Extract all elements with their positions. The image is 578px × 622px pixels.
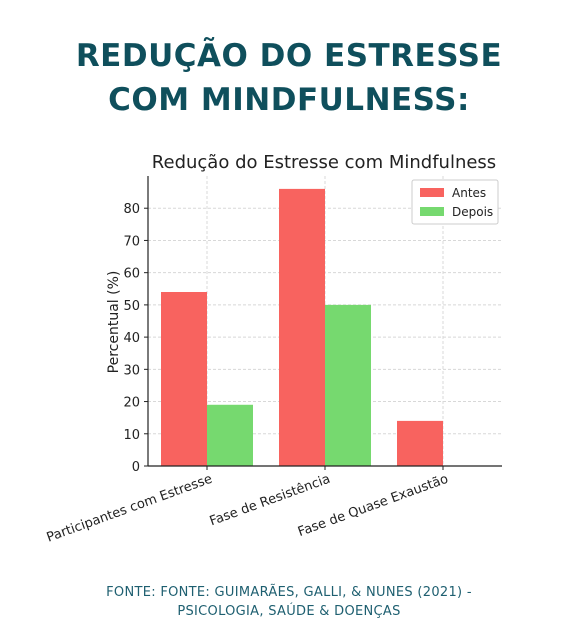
legend: Antes Depois xyxy=(411,179,499,225)
legend-label-depois: Depois xyxy=(452,205,493,219)
y-tick-label: 40 xyxy=(123,331,140,346)
y-tick-label: 60 xyxy=(123,267,140,282)
bar-antes-1 xyxy=(279,188,325,466)
bar-depois-1 xyxy=(325,304,371,466)
y-tick-label: 20 xyxy=(123,396,140,411)
source-caption-line-1: FONTE: FONTE: GUIMARÃES, GALLI, & NUNES … xyxy=(106,585,472,600)
bar-depois-0 xyxy=(207,404,253,466)
legend-swatch-antes xyxy=(420,188,444,197)
bar-antes-0 xyxy=(161,292,207,466)
legend-label-antes: Antes xyxy=(452,186,486,200)
legend-swatch-depois xyxy=(420,207,444,216)
bar-antes-2 xyxy=(397,420,443,466)
y-tick-label: 50 xyxy=(123,299,140,314)
y-tick-label: 0 xyxy=(132,460,140,475)
bar-chart: Redução do Estresse com Mindfulness 0 10 2… xyxy=(45,152,502,546)
chart-title: Redução do Estresse com Mindfulness xyxy=(152,152,496,173)
page-title-line-1: REDUÇÃO DO ESTRESSE xyxy=(75,38,503,74)
y-axis-label: Percentual (%) xyxy=(106,271,122,374)
y-tick-label: 70 xyxy=(123,234,140,249)
page-title-line-2: COM MINDFULNESS: xyxy=(108,82,470,118)
y-tick-label: 30 xyxy=(123,363,140,378)
y-tick-label: 10 xyxy=(123,428,140,443)
x-tick-label: Participantes com Estresse xyxy=(45,472,215,546)
bars xyxy=(161,188,443,466)
y-tick-label: 80 xyxy=(123,202,140,217)
source-caption-line-2: PSICOLOGIA, SAÚDE & DOENÇAS xyxy=(177,604,401,619)
